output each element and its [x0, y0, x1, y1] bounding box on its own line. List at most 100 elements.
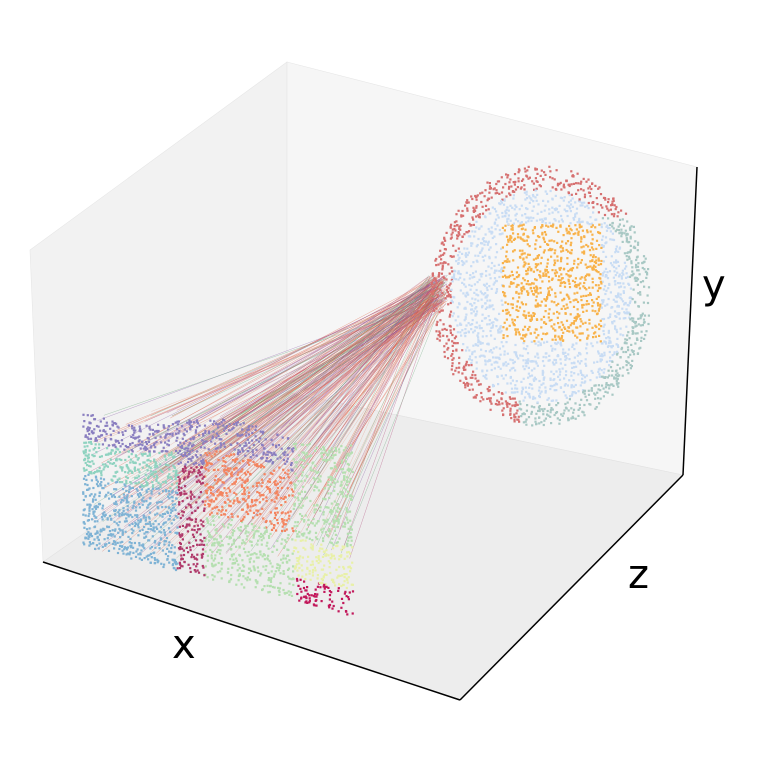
- point-back: [490, 226, 493, 229]
- point-back: [471, 216, 474, 219]
- point-front: [256, 543, 259, 546]
- point-back: [582, 294, 585, 298]
- point-front: [189, 504, 192, 507]
- point-back: [522, 178, 525, 181]
- point-back: [578, 332, 581, 335]
- point-back: [447, 287, 450, 290]
- point-front: [294, 461, 297, 464]
- point-front: [194, 429, 198, 432]
- point-back: [512, 181, 515, 184]
- point-front: [104, 463, 107, 466]
- point-front: [174, 473, 177, 476]
- point-back: [571, 279, 575, 282]
- point-back: [534, 189, 537, 192]
- point-back: [456, 331, 459, 334]
- point-front: [176, 493, 179, 496]
- point-front: [292, 443, 296, 446]
- point-back: [550, 278, 554, 281]
- point-back: [546, 340, 549, 343]
- point-back: [437, 263, 440, 266]
- point-front: [219, 549, 222, 552]
- point-front: [315, 556, 318, 559]
- point-back: [514, 180, 517, 183]
- point-front: [303, 459, 306, 462]
- point-front: [104, 453, 108, 456]
- point-back: [485, 335, 488, 338]
- point-front: [217, 434, 220, 437]
- point-back: [522, 365, 525, 368]
- point-front: [95, 451, 98, 454]
- point-back: [446, 335, 449, 338]
- point-front: [127, 535, 130, 538]
- point-back: [531, 387, 534, 390]
- point-back: [644, 257, 647, 260]
- point-front: [149, 552, 152, 555]
- point-front: [174, 531, 177, 534]
- point-back: [495, 243, 498, 246]
- point-front: [93, 510, 96, 513]
- point-front: [178, 561, 181, 564]
- point-front: [181, 524, 184, 527]
- point-back: [500, 341, 503, 344]
- point-front: [83, 452, 86, 455]
- point-front: [339, 515, 342, 518]
- point-front: [337, 589, 340, 592]
- point-front: [312, 603, 315, 606]
- point-back: [587, 294, 590, 297]
- point-front: [228, 455, 231, 458]
- point-front: [221, 544, 224, 547]
- point-front: [300, 480, 303, 483]
- point-front: [114, 540, 117, 544]
- point-back: [523, 167, 526, 170]
- point-back: [432, 279, 435, 282]
- point-front: [93, 514, 96, 518]
- point-front: [282, 557, 285, 560]
- point-back: [476, 194, 479, 197]
- point-front: [294, 521, 297, 524]
- point-back: [614, 325, 617, 328]
- point-back: [525, 273, 528, 276]
- point-front: [235, 493, 238, 496]
- point-back: [563, 377, 566, 380]
- point-front: [116, 470, 119, 473]
- point-front: [192, 555, 196, 558]
- point-back: [567, 230, 570, 233]
- point-front: [157, 507, 160, 510]
- point-back: [548, 403, 551, 406]
- point-back: [584, 205, 587, 208]
- point-back: [447, 346, 450, 350]
- point-front: [268, 478, 271, 481]
- point-front: [204, 452, 207, 455]
- point-front: [341, 545, 344, 548]
- point-front: [255, 465, 258, 468]
- point-front: [149, 528, 152, 531]
- point-back: [544, 322, 548, 325]
- point-back: [473, 208, 476, 211]
- point-front: [211, 507, 214, 510]
- point-back: [446, 291, 449, 294]
- point-back: [494, 218, 498, 221]
- point-back: [442, 243, 445, 246]
- point-front: [106, 518, 109, 521]
- point-back: [628, 296, 631, 300]
- point-front: [187, 472, 190, 475]
- point-back: [510, 228, 513, 231]
- point-back: [451, 353, 454, 356]
- point-back: [625, 308, 628, 311]
- point-back: [529, 283, 532, 286]
- point-back: [558, 267, 561, 270]
- point-front: [234, 460, 237, 463]
- point-back: [463, 319, 466, 322]
- point-front: [149, 473, 152, 476]
- point-back: [572, 217, 575, 220]
- point-back: [607, 331, 610, 334]
- point-front: [178, 430, 181, 433]
- point-front: [307, 531, 310, 535]
- point-front: [165, 537, 169, 540]
- point-back: [630, 349, 633, 352]
- point-back: [599, 305, 602, 308]
- point-front: [295, 563, 298, 566]
- point-back: [538, 408, 541, 411]
- point-front: [332, 604, 335, 608]
- point-front: [100, 515, 104, 519]
